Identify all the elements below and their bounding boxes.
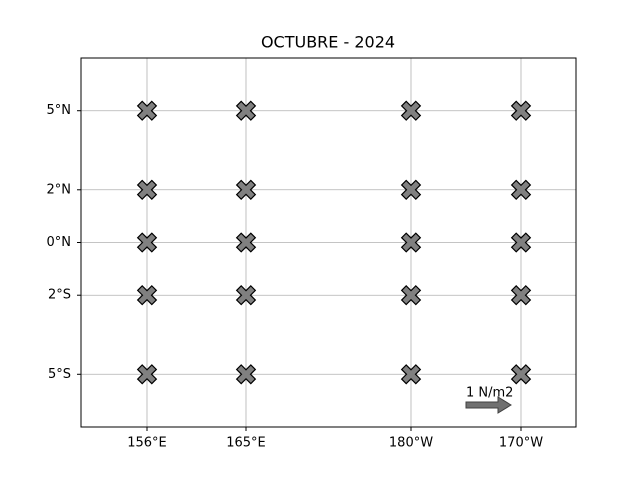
chart-title: OCTUBRE - 2024 [261,33,395,52]
y-tick-label: 2°N [47,182,72,197]
marker [136,364,158,385]
marker [136,100,158,121]
y-tick-label: 0°N [47,235,72,250]
marker [510,232,532,253]
marker [136,285,158,306]
y-tick-label: 5°N [47,103,72,118]
marker [235,364,257,385]
marker [510,364,532,385]
key-arrow [465,396,512,414]
marker [400,179,422,200]
marker [136,179,158,200]
marker [400,232,422,253]
marker [400,100,422,121]
marker [400,364,422,385]
key-label: 1 N/m2 [466,386,513,401]
plot-frame [80,57,577,428]
marker [235,285,257,306]
x-tick-label: 170°W [499,436,543,451]
x-tick-label: 180°W [389,436,433,451]
marker [510,179,532,200]
marker [510,100,532,121]
x-tick-label: 165°E [226,436,266,451]
marker [400,285,422,306]
marker [235,100,257,121]
marker [136,232,158,253]
marker [235,232,257,253]
x-tick-label: 156°E [127,436,167,451]
marker [235,179,257,200]
y-tick-label: 5°S [48,367,71,382]
y-tick-label: 2°S [48,288,71,303]
marker [510,285,532,306]
